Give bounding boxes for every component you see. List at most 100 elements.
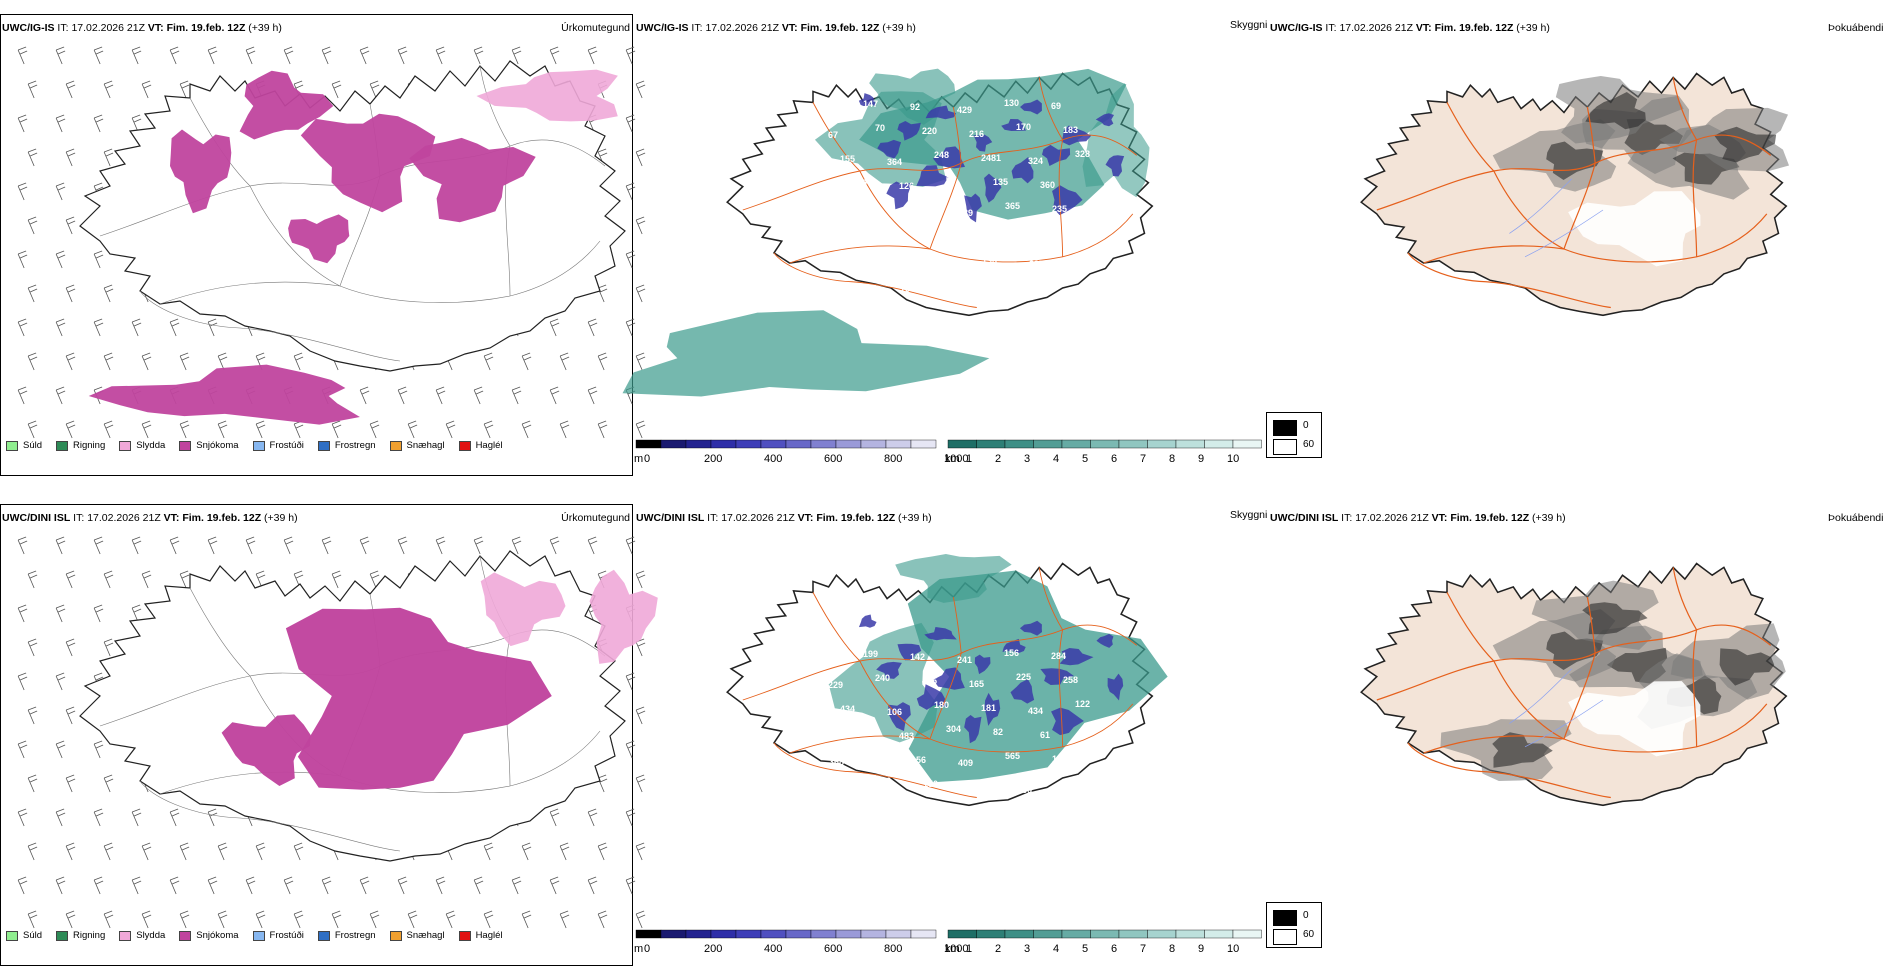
- cloud-base-value: 69: [935, 253, 945, 263]
- visibility-map: 750 147 92 429 130 69 67 70 220 216 170 183 155 364 24…: [622, 68, 1236, 397]
- fog-legend-box: 0 60: [1266, 412, 1322, 458]
- legend-item-haglél: Haglél: [458, 440, 503, 451]
- legend-swatch: [458, 930, 471, 941]
- fog-legend-0: 0: [1303, 420, 1309, 431]
- height-tick: 600: [824, 453, 842, 465]
- cloud-base-value: 97: [923, 229, 933, 239]
- cloud-base-value: 376: [864, 202, 879, 212]
- legend-swatch: [252, 930, 265, 941]
- legend-swatch: [317, 440, 330, 451]
- iceland-outline: [1361, 74, 1790, 316]
- height-tick: 400: [764, 453, 782, 465]
- height-bar-cell: [685, 439, 712, 449]
- cloud-tick: 9: [1198, 453, 1204, 465]
- cloud-base-value: 445: [922, 676, 937, 686]
- fog-swatch-white: [1273, 439, 1297, 455]
- precip-map-frame: [0, 14, 633, 476]
- fog-swatch-white: [1273, 929, 1297, 945]
- cloud-base-value: 872: [841, 781, 856, 791]
- legend-swatch: [56, 440, 69, 451]
- legend-label: Súld: [23, 440, 43, 451]
- fog-swatch-black: [1273, 910, 1297, 926]
- cloud-base-value: 225: [1016, 672, 1031, 682]
- rivers: [1509, 669, 1603, 747]
- cloud-base-value: 186: [888, 810, 903, 820]
- height-tick: 200: [704, 453, 722, 465]
- height-bar-cell: [835, 439, 862, 449]
- cloud-tick: 2: [995, 943, 1001, 955]
- fog-title: UWC/IG-IS IT: 17.02.2026 21Z VT: Fim. 19…: [1270, 22, 1550, 34]
- cloud-bar-cell: [1175, 439, 1205, 449]
- cloud-base-value: 241: [957, 655, 972, 665]
- cloud-base-value: 565: [1005, 751, 1020, 761]
- cloud-tick: 6: [1111, 943, 1117, 955]
- legend-label: Frostregn: [334, 930, 376, 941]
- cloud-base-value: 106: [887, 707, 902, 717]
- cloud-bar-cell: [1090, 439, 1120, 449]
- legend-label: Haglél: [475, 930, 503, 941]
- height-bar-cell: [910, 439, 937, 449]
- fog-map-name: Þokuábendi: [1828, 22, 1884, 34]
- cloud-base-value: 258: [1063, 675, 1078, 685]
- fog-legend-0: 0: [1303, 910, 1309, 921]
- cloud-base-value: 409: [958, 758, 973, 768]
- legend-label: Slydda: [136, 440, 166, 451]
- valid-time: Fim. 19.feb. 12Z: [182, 512, 262, 524]
- cloud-base-value: 155: [840, 154, 855, 164]
- low-cloud-base-layer: [858, 93, 1125, 223]
- legend-item-rigning: Rigning: [56, 930, 105, 941]
- legend-swatch: [179, 440, 192, 451]
- cloud-tick: 4: [1053, 943, 1059, 955]
- height-unit: m: [634, 453, 643, 465]
- legend-swatch: [389, 440, 402, 451]
- cloud-base-value: 69: [946, 174, 956, 184]
- cloud-tick: 1: [966, 453, 972, 465]
- cloud-bar-cell: [1033, 929, 1063, 939]
- precip-map-name: Úrkomutegund: [561, 512, 630, 524]
- cloud-base-value: 61: [888, 260, 898, 270]
- forecast-row: UWC/DINI ISL IT: 17.02.2026 21Z VT: Fim.…: [0, 490, 1900, 980]
- cloud-base-value: 215: [852, 728, 867, 738]
- height-bar-cell: [685, 929, 712, 939]
- legend-swatch: [119, 440, 132, 451]
- cloud-bar-cell: [976, 929, 1006, 939]
- cloud-map-name: Skyggni: [1230, 19, 1268, 31]
- cloud-base-value: 67: [828, 130, 838, 140]
- height-bar-cell: [910, 929, 937, 939]
- cloud-tick: 8: [1169, 453, 1175, 465]
- precip-title: UWC/DINI ISL IT: 17.02.2026 21Z VT: Fim.…: [2, 512, 298, 524]
- legend-swatch: [458, 440, 471, 451]
- legend-item-frostúði: Frostúði: [252, 930, 304, 941]
- cloud-base-value: 429: [957, 105, 972, 115]
- height-bar-cell: [785, 929, 812, 939]
- cloud-bar-cell: [1061, 439, 1091, 449]
- legend-item-snæhagl: Snæhagl: [389, 930, 445, 941]
- cloud-bar-cell: [1061, 929, 1091, 939]
- rivers: [1509, 179, 1603, 257]
- iceland-outline: [622, 68, 1153, 397]
- legend-item-frostregn: Frostregn: [317, 440, 376, 451]
- height-bar-cell: [735, 929, 762, 939]
- cloud-base-value: 82: [993, 727, 1003, 737]
- cloud-base-value: 199: [863, 649, 878, 659]
- iceland-outline: [727, 554, 1168, 805]
- cloud-tick: 1: [966, 943, 972, 955]
- cloud-tick: 9: [1198, 943, 1204, 955]
- legend-item-súld: Súld: [6, 440, 42, 451]
- legend-label: Rigning: [73, 930, 106, 941]
- cloud-base-value: 304: [946, 724, 961, 734]
- lead-time: (+39 h): [248, 22, 282, 34]
- legend-swatch: [252, 440, 265, 451]
- legend-swatch: [56, 930, 69, 941]
- valid-time: Fim. 19.feb. 12Z: [166, 22, 246, 34]
- iceland-outline: [1361, 564, 1786, 806]
- legend-swatch: [6, 440, 18, 451]
- cloud-bar-cell: [1004, 929, 1034, 939]
- iceland-outline: [80, 551, 658, 861]
- cloud-base-value: 400: [970, 232, 985, 242]
- cloud-base-value: 796: [1029, 809, 1044, 819]
- cloud-base-value: 240: [875, 673, 890, 683]
- cloud-base-value: 165: [969, 679, 984, 689]
- cloud-base-value: 156: [1004, 648, 1019, 658]
- cloud-base-value: 216: [969, 129, 984, 139]
